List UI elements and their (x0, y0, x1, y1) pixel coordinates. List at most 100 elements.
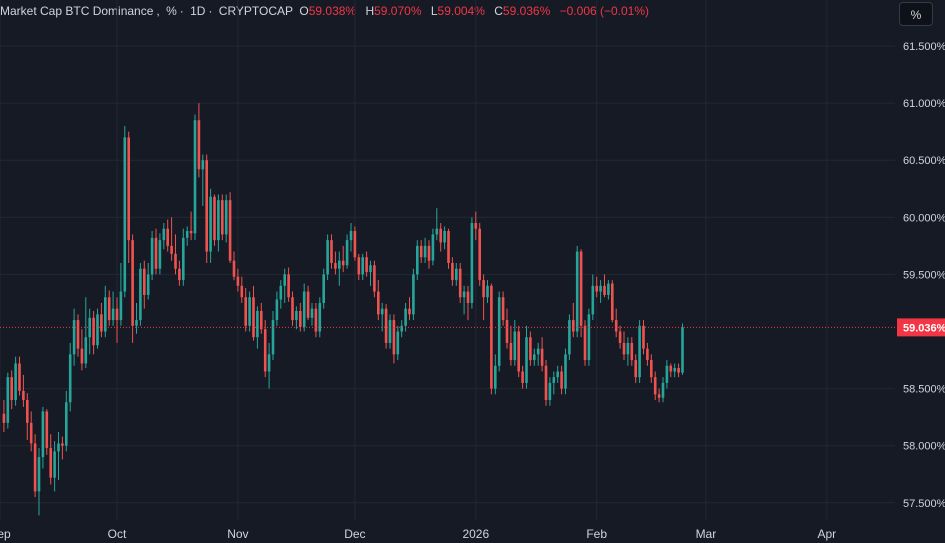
candle-body[interactable] (310, 308, 314, 318)
candle-body[interactable] (213, 196, 216, 241)
candle-body[interactable] (548, 382, 552, 401)
candle-body[interactable] (681, 327, 684, 373)
candle-body[interactable] (653, 377, 657, 395)
candle-body[interactable] (334, 262, 337, 269)
candle-body[interactable] (244, 297, 247, 326)
candle-body[interactable] (587, 314, 591, 361)
candle-body[interactable] (260, 310, 263, 330)
candle-body[interactable] (517, 331, 520, 372)
candle-body[interactable] (638, 325, 641, 378)
candle-body[interactable] (490, 285, 493, 389)
candle-body[interactable] (650, 360, 653, 378)
symbol-title[interactable]: Market Cap BTC Dominance (0, 4, 154, 18)
candle-body[interactable] (673, 368, 676, 372)
candle-body[interactable] (115, 308, 119, 321)
candle-body[interactable] (607, 283, 610, 295)
candle-body[interactable] (404, 308, 407, 326)
candle-body[interactable] (197, 120, 201, 170)
candle-body[interactable] (29, 422, 33, 444)
candle-body[interactable] (431, 234, 435, 261)
candle-body[interactable] (583, 325, 587, 361)
candle-body[interactable] (544, 365, 548, 401)
candle-body[interactable] (139, 268, 142, 321)
candle-body[interactable] (65, 402, 68, 446)
candle-body[interactable] (2, 413, 6, 423)
candle-body[interactable] (76, 320, 80, 349)
candle-body[interactable] (14, 363, 17, 401)
candle-body[interactable] (361, 257, 364, 275)
candle-body[interactable] (131, 240, 134, 326)
candle-body[interactable] (384, 308, 388, 343)
candle-body[interactable] (330, 240, 333, 263)
candle-body[interactable] (591, 285, 595, 315)
candle-body[interactable] (252, 297, 255, 338)
candle-body[interactable] (513, 331, 517, 361)
candle-body[interactable] (88, 317, 91, 338)
candle-body[interactable] (275, 299, 279, 321)
candle-body[interactable] (455, 268, 458, 281)
candle-body[interactable] (100, 314, 103, 332)
candle-body[interactable] (388, 320, 392, 343)
candle-body[interactable] (447, 231, 450, 263)
candle-body[interactable] (408, 308, 411, 315)
candle-body[interactable] (494, 365, 497, 389)
candle-body[interactable] (349, 231, 353, 241)
candle-body[interactable] (279, 285, 283, 300)
candle-body[interactable] (185, 231, 189, 238)
candle-body[interactable] (536, 348, 540, 355)
candle-body[interactable] (57, 443, 60, 452)
candle-body[interactable] (365, 257, 368, 273)
candle-body[interactable] (119, 291, 123, 321)
candle-body[interactable] (521, 371, 524, 383)
candle-body[interactable] (33, 443, 37, 492)
candle-body[interactable] (283, 274, 286, 286)
candle-body[interactable] (669, 365, 673, 372)
candle-body[interactable] (341, 260, 345, 266)
candle-body[interactable] (400, 325, 403, 332)
candle-body[interactable] (380, 308, 384, 315)
candle-body[interactable] (326, 240, 329, 275)
candle-body[interactable] (435, 228, 439, 235)
candle-body[interactable] (295, 310, 298, 321)
candle-body[interactable] (150, 237, 154, 275)
candle-body[interactable] (135, 320, 138, 326)
candle-body[interactable] (419, 245, 423, 258)
candle-body[interactable] (451, 262, 454, 281)
candle-body[interactable] (221, 200, 224, 235)
candle-body[interactable] (182, 237, 185, 281)
candle-body[interactable] (579, 251, 583, 326)
candle-body[interactable] (677, 368, 680, 373)
candle-body[interactable] (646, 348, 649, 361)
candle-body[interactable] (568, 320, 571, 355)
candle-body[interactable] (427, 245, 431, 261)
candle-body[interactable] (205, 160, 208, 252)
candle-body[interactable] (306, 291, 310, 318)
candle-body[interactable] (478, 228, 481, 281)
candle-body[interactable] (162, 228, 166, 241)
candle-body[interactable] (575, 251, 579, 332)
candle-body[interactable] (166, 228, 169, 246)
candle-body[interactable] (143, 268, 146, 295)
candle-body[interactable] (96, 314, 99, 346)
candle-body[interactable] (533, 354, 536, 361)
candle-body[interactable] (529, 337, 532, 361)
candle-body[interactable] (45, 411, 49, 448)
candle-body[interactable] (228, 200, 232, 261)
candle-body[interactable] (236, 276, 240, 286)
candle-body[interactable] (267, 354, 271, 372)
candle-body[interactable] (357, 257, 361, 275)
candle-body[interactable] (189, 231, 193, 234)
candle-body[interactable] (302, 291, 306, 327)
candle-body[interactable] (72, 320, 76, 355)
candle-body[interactable] (240, 285, 244, 298)
candle-body[interactable] (474, 223, 478, 229)
candle-body[interactable] (509, 342, 513, 361)
candle-body[interactable] (49, 447, 52, 478)
candle-body[interactable] (158, 240, 162, 269)
candle-body[interactable] (462, 291, 466, 298)
candle-body[interactable] (41, 411, 45, 458)
candle-body[interactable] (470, 223, 474, 303)
candle-body[interactable] (224, 200, 228, 235)
candle-body[interactable] (556, 371, 559, 378)
candle-body[interactable] (170, 245, 173, 254)
